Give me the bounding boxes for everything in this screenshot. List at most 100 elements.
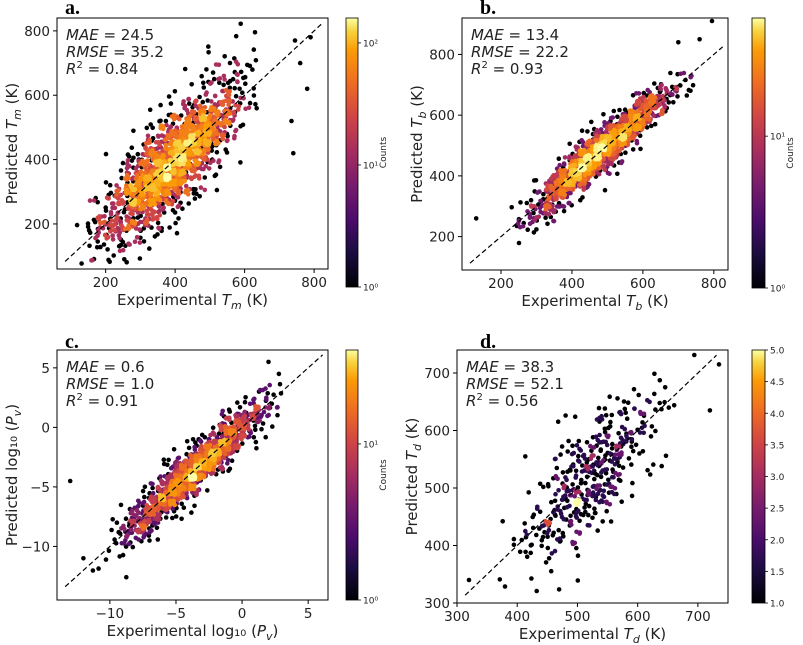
data-point (124, 574, 129, 580)
data-point (590, 515, 595, 521)
data-point (192, 99, 198, 105)
data-point (209, 99, 214, 104)
data-point (228, 430, 233, 435)
data-point (652, 121, 658, 127)
x-tick-label: 800 (301, 275, 327, 291)
data-point (213, 439, 218, 444)
data-point (261, 409, 267, 415)
data-point (149, 168, 155, 173)
data-point (243, 395, 248, 400)
data-point (181, 170, 187, 175)
data-point (690, 82, 696, 88)
data-point (251, 86, 256, 91)
data-point (129, 158, 135, 163)
data-point (606, 477, 611, 483)
data-point (532, 204, 537, 209)
data-point (278, 391, 284, 396)
data-point (515, 221, 521, 226)
data-point (153, 140, 159, 145)
x-tick-label: 400 (559, 276, 585, 292)
data-point (575, 458, 581, 463)
data-point (607, 424, 613, 429)
data-point (145, 186, 151, 192)
data-point (574, 545, 579, 551)
data-point (577, 531, 582, 536)
data-point (230, 118, 235, 123)
data-point (201, 473, 207, 479)
data-point (569, 451, 575, 457)
colorbar (345, 17, 359, 288)
data-point (173, 220, 178, 226)
data-point (640, 420, 645, 425)
data-point (170, 207, 176, 213)
data-point (119, 175, 124, 181)
y-tick-label: 400 (429, 169, 455, 185)
data-point (95, 215, 100, 221)
data-point (610, 441, 615, 447)
outlier-point (67, 478, 73, 484)
data-point (140, 488, 146, 494)
data-point (652, 81, 657, 86)
data-point (595, 472, 600, 478)
data-point (566, 438, 571, 444)
data-point (670, 92, 675, 97)
data-point (539, 523, 545, 529)
data-point (92, 219, 98, 225)
data-point (146, 140, 151, 146)
data-point (541, 191, 546, 197)
data-point (173, 514, 179, 519)
data-point (157, 197, 163, 203)
data-point (213, 172, 219, 177)
data-point (114, 183, 119, 188)
data-point (181, 161, 186, 167)
data-point (175, 134, 180, 140)
data-point (216, 62, 222, 68)
data-point (186, 201, 191, 206)
data-point (197, 103, 203, 109)
data-point (124, 177, 130, 182)
data-point (214, 187, 220, 193)
data-point (189, 168, 195, 174)
data-point (251, 397, 256, 403)
data-point (210, 425, 216, 431)
panel-letter: c. (65, 331, 79, 353)
data-point (109, 201, 115, 206)
data-point (201, 85, 207, 90)
data-point (163, 480, 169, 486)
data-point (564, 489, 570, 494)
data-point (135, 529, 141, 534)
data-point (569, 464, 574, 469)
data-point (221, 73, 227, 79)
stat-r: R2 = 0.84 (66, 60, 138, 78)
data-point (251, 47, 257, 52)
data-point (578, 511, 584, 517)
data-point (219, 411, 225, 417)
outlier-point (297, 60, 303, 66)
data-point (623, 150, 628, 155)
data-point (624, 114, 629, 119)
data-point (543, 211, 549, 216)
data-point (114, 520, 120, 525)
data-point (652, 106, 657, 111)
data-point (545, 545, 551, 551)
data-point (151, 512, 157, 517)
data-point (225, 137, 230, 143)
data-point (616, 477, 622, 483)
data-point (522, 521, 527, 526)
data-point (87, 198, 93, 203)
data-point (191, 126, 196, 132)
data-point (253, 407, 258, 413)
data-point (130, 211, 135, 217)
data-point (534, 215, 539, 220)
data-point (180, 206, 185, 211)
data-point (222, 119, 228, 125)
data-point (143, 221, 149, 226)
data-point (671, 403, 677, 408)
stat-mae: MAE = 0.6 (66, 358, 145, 376)
data-point (253, 101, 258, 107)
data-point (206, 166, 212, 171)
y-tick-label: −5 (30, 480, 50, 496)
data-point (525, 227, 530, 232)
data-point (155, 190, 160, 196)
data-point (613, 452, 618, 458)
